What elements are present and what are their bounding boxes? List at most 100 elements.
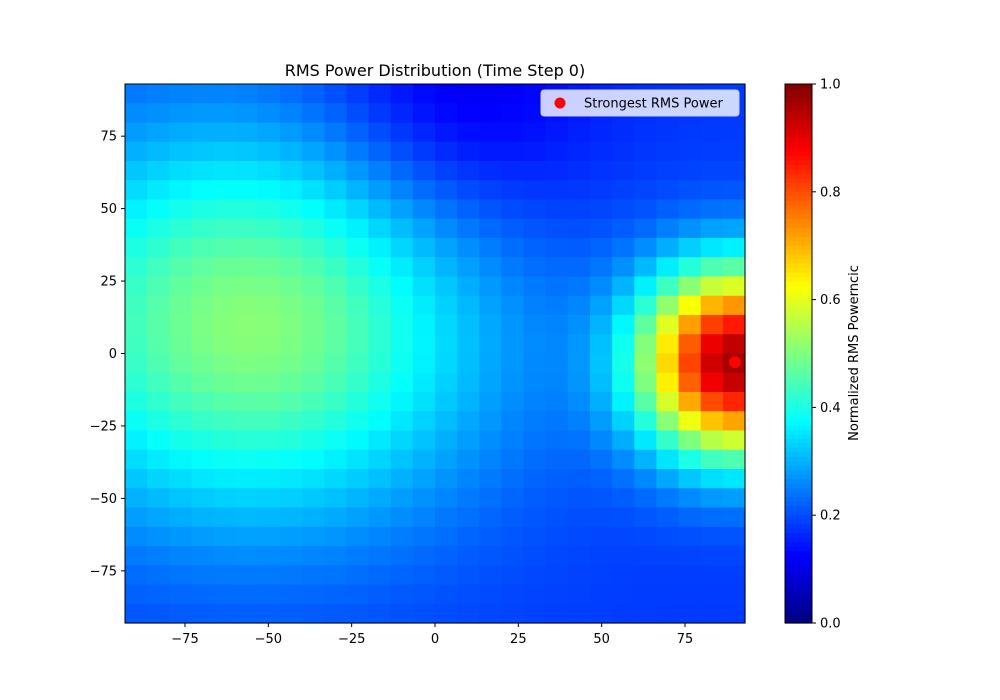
heatmap-cell: [545, 141, 569, 162]
heatmap-cell: [545, 372, 569, 393]
heatmap-cell: [501, 103, 525, 124]
heatmap-cell: [257, 199, 281, 220]
heatmap-cell: [390, 84, 414, 104]
heatmap-cell: [346, 276, 370, 297]
colorbar-segment: [785, 254, 812, 260]
heatmap-cell: [656, 565, 680, 586]
heatmap-cell: [147, 584, 170, 605]
heatmap-cell: [590, 469, 613, 489]
heatmap-cell: [191, 161, 215, 181]
heatmap-cell: [567, 180, 591, 201]
heatmap-cell: [457, 353, 480, 374]
heatmap-cell: [147, 449, 170, 470]
colorbar-segment: [785, 245, 812, 251]
heatmap-cell: [147, 411, 170, 432]
heatmap-cell: [567, 238, 591, 258]
heatmap-cell: [169, 334, 193, 355]
heatmap-cell: [545, 295, 569, 316]
heatmap-cell: [125, 141, 148, 162]
heatmap-cell: [191, 353, 215, 374]
heatmap-cell: [346, 546, 370, 566]
heatmap-cell: [722, 295, 746, 316]
heatmap-cell: [479, 430, 503, 451]
colorbar-segment: [785, 573, 812, 579]
heatmap-cell: [412, 238, 436, 258]
heatmap-cell: [700, 411, 724, 432]
heatmap-cell: [590, 449, 613, 470]
heatmap-cell: [390, 161, 414, 181]
colorbar-tick-label: 0.6: [820, 293, 841, 308]
heatmap-cell: [147, 526, 170, 547]
heatmap-cell: [169, 122, 193, 143]
heatmap-cell: [700, 141, 724, 162]
colorbar-segment: [785, 290, 812, 296]
heatmap-cell: [346, 161, 370, 181]
heatmap-cell: [213, 488, 237, 509]
heatmap-cell: [302, 103, 325, 124]
legend-box: [540, 89, 740, 117]
heatmap-cell: [125, 411, 148, 432]
colorbar-label: Normalized RMS Powerncic: [847, 265, 862, 441]
heatmap-cell: [169, 430, 193, 451]
heatmap-cell: [169, 565, 193, 586]
heatmap-cell: [435, 430, 458, 451]
heatmap-cell: [545, 276, 569, 297]
heatmap-cell: [545, 546, 569, 566]
heatmap-cell: [656, 546, 680, 566]
x-tick-label: 50: [593, 632, 610, 647]
heatmap-cell: [412, 392, 436, 412]
heatmap-cell: [567, 565, 591, 586]
heatmap-cell: [125, 584, 148, 605]
heatmap-cell: [213, 238, 237, 258]
colorbar-segment: [785, 537, 812, 543]
heatmap-cell: [125, 430, 148, 451]
heatmap-cell: [147, 218, 170, 239]
heatmap-cell: [590, 565, 613, 586]
colorbar-segment: [785, 614, 812, 620]
colorbar-segment: [785, 331, 812, 337]
heatmap-cell: [545, 430, 569, 451]
heatmap-cell: [435, 199, 458, 220]
colorbar-segment: [785, 510, 812, 516]
heatmap-cell: [147, 276, 170, 297]
heatmap-cell: [457, 334, 480, 355]
heatmap-cell: [368, 546, 392, 566]
heatmap-cell: [368, 565, 392, 586]
heatmap-cell: [390, 526, 414, 547]
heatmap-cell: [523, 392, 547, 412]
heatmap-cell: [612, 372, 635, 393]
heatmap-cell: [590, 546, 613, 566]
heatmap-cell: [169, 199, 193, 220]
heatmap-cell: [678, 526, 702, 547]
heatmap-cell: [700, 238, 724, 258]
heatmap-cell: [656, 526, 680, 547]
heatmap-cell: [191, 276, 215, 297]
heatmap-cell: [302, 276, 325, 297]
heatmap-cell: [545, 449, 569, 470]
colorbar-segment: [785, 596, 812, 602]
heatmap-cell: [612, 430, 635, 451]
heatmap-cell: [523, 411, 547, 432]
heatmap-cell: [612, 488, 635, 509]
heatmap-cell: [612, 526, 635, 547]
heatmap-cell: [634, 122, 658, 143]
heatmap-cell: [346, 449, 370, 470]
y-axis: −75 −50 −25 0 25 50 75: [90, 130, 125, 579]
heatmap-cell: [501, 199, 525, 220]
heatmap-cell: [346, 353, 370, 374]
colorbar-segment: [785, 483, 812, 489]
heatmap-cell: [169, 488, 193, 509]
heatmap-cell: [590, 507, 613, 528]
heatmap-cell: [147, 103, 170, 124]
colorbar-segment: [785, 137, 812, 143]
colorbar-segment: [785, 546, 812, 552]
heatmap-cell: [125, 295, 148, 316]
heatmap-cell: [213, 276, 237, 297]
x-tick-label: −50: [255, 632, 282, 647]
heatmap-cell: [457, 449, 480, 470]
x-axis: −75 −50 −25 0 25 50 75: [171, 623, 693, 647]
heatmap-cell: [612, 199, 635, 220]
colorbar-segment: [785, 389, 812, 395]
colorbar-segment: [785, 340, 812, 346]
colorbar-segment: [785, 492, 812, 498]
